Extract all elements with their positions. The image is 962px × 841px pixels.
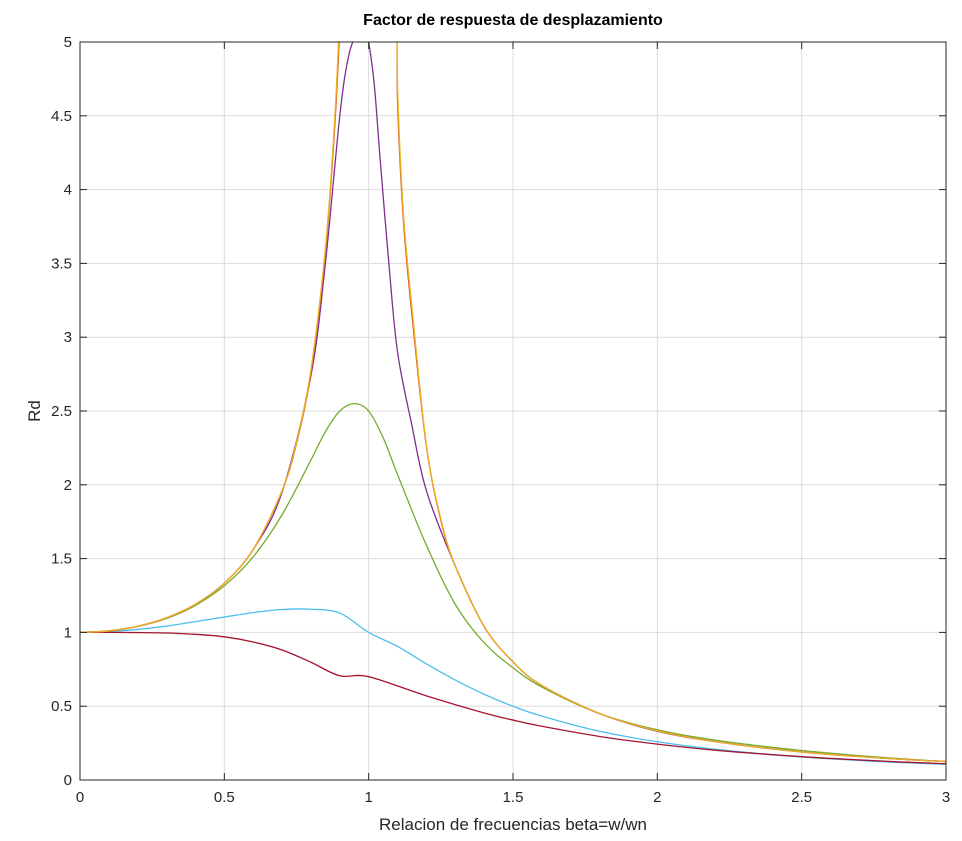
x-axis-label: Relacion de frecuencias beta=w/wn (379, 815, 647, 834)
y-tick-label: 1 (64, 624, 72, 641)
x-tick-label: 2 (653, 789, 661, 806)
series-lines (80, 42, 946, 765)
y-tick-label: 1.5 (51, 551, 72, 568)
y-tick-label: 4 (64, 182, 72, 199)
chart-title: Factor de respuesta de desplazamiento (363, 12, 663, 29)
y-tick-label: 0.5 (51, 698, 72, 715)
y-tick-label: 4.5 (51, 108, 72, 125)
series-line-6 (80, 42, 946, 763)
series-line-2 (80, 631, 946, 765)
x-tick-label: 2.5 (791, 789, 812, 806)
x-tick-label: 0 (76, 789, 84, 806)
ticks: 0 0.5 1 1.5 2 2.5 3 0 0.5 1 1.5 2 2.5 3 3.5 4 4.5 5 (51, 34, 950, 806)
x-tick-label: 0.5 (214, 789, 235, 806)
x-tick-label: 1 (364, 789, 372, 806)
y-tick-label: 3.5 (51, 255, 72, 272)
y-tick-label: 2.5 (51, 403, 72, 420)
y-tick-label: 0 (64, 772, 72, 789)
x-tick-label: 1.5 (503, 789, 524, 806)
series-line-3 (80, 402, 946, 763)
y-tick-label: 3 (64, 329, 72, 346)
y-tick-label: 5 (64, 34, 72, 51)
y-tick-label: 2 (64, 477, 72, 494)
x-tick-label: 3 (942, 789, 950, 806)
series-line-1 (80, 608, 946, 765)
y-axis-label: Rd (25, 400, 44, 422)
